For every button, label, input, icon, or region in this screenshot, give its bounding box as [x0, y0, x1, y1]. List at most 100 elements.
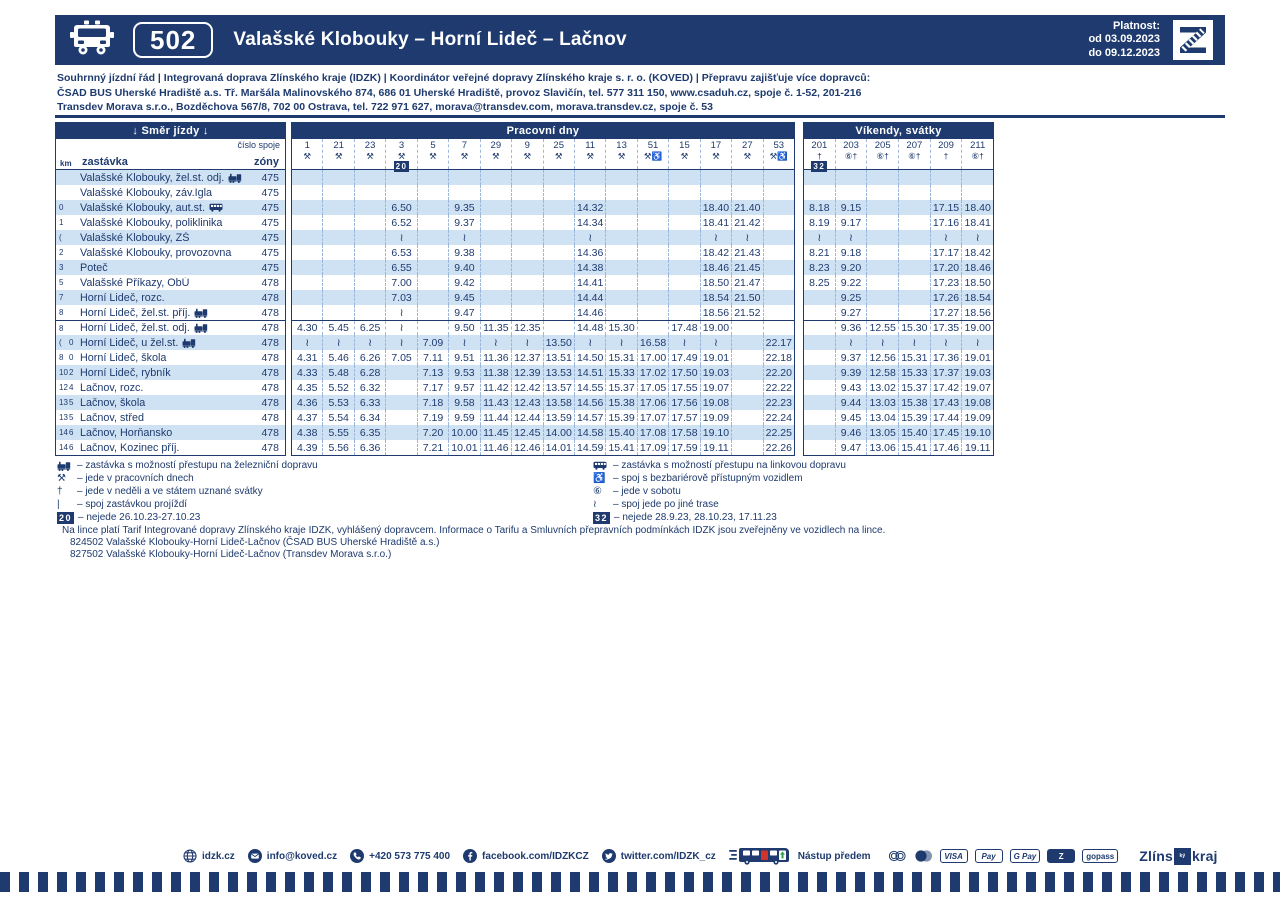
- stop-row: 8 0 Horní Lideč, škola 478: [56, 350, 285, 365]
- trip-symbols: ⚒: [397, 151, 406, 161]
- time-cell: 9.40: [448, 260, 479, 275]
- time-cell: 11.38: [479, 365, 511, 380]
- stop-row: 3 Poteč 475: [56, 260, 285, 275]
- brand-text-post: kraj: [1191, 848, 1218, 864]
- trip-symbols: ⚒: [586, 151, 594, 161]
- time-cell: 22.20: [762, 365, 794, 380]
- time-cell: [762, 200, 794, 215]
- time-cell: 22.22: [762, 380, 794, 395]
- time-cell: ≀: [834, 335, 867, 350]
- time-cell: [542, 230, 574, 245]
- trip-symbols: ⚒: [712, 151, 720, 161]
- workdays-header: Pracovní dny: [292, 123, 794, 139]
- weekend-time-row: 8.25 9.22 17.23 18.50: [804, 275, 993, 290]
- time-cell: 17.02: [636, 365, 668, 380]
- trip-symbols: ⑥†: [908, 151, 921, 161]
- time-cell: 17.23: [929, 275, 962, 290]
- workdays-panel: Pracovní dny 1 ⚒ 21 ⚒ 23 ⚒ 3 ⚒ 20 5 ⚒ 7 ⚒ 29 ⚒ 9 ⚒ 25 ⚒ 11 ⚒…: [291, 122, 795, 456]
- time-cell: 14.51: [573, 365, 605, 380]
- legend-glyph: |: [57, 499, 60, 510]
- time-cell: 4.30: [297, 322, 318, 334]
- time-cell: [511, 170, 542, 185]
- km-value: 13: [59, 398, 68, 407]
- trip-number: 9: [524, 140, 530, 151]
- time-cell: [866, 305, 898, 320]
- train-icon: [182, 338, 196, 348]
- time-cell: [479, 245, 511, 260]
- legend-item: | – spoj zastávkou projíždí: [57, 498, 318, 511]
- trip-number: 203: [843, 140, 859, 151]
- trip-symbols: ⑥†: [971, 151, 984, 161]
- weekend-trip-header: 207 ⑥†: [898, 139, 930, 169]
- time-cell: 21.42: [731, 215, 762, 230]
- time-cell: 14.59: [573, 440, 605, 455]
- workday-trip-header: 5 ⚒: [416, 139, 448, 169]
- zone-value: 478: [261, 366, 279, 379]
- zone-value: 475: [261, 261, 279, 274]
- time-cell: [605, 185, 636, 200]
- time-cell: 13.59: [542, 410, 574, 425]
- time-cell: 9.45: [834, 410, 867, 425]
- stop-name: Valašské Příkazy, ObÚ: [80, 276, 190, 289]
- time-cell: 22.26: [762, 440, 794, 455]
- bus-illustration: [728, 845, 793, 868]
- time-cell: [898, 275, 930, 290]
- footer-contacts: idzk.cz info@koved.cz +420 573 775 400 face…: [183, 849, 716, 863]
- time-cell: ≀: [479, 335, 511, 350]
- stop-row: 13 5 Lačnov, škola 478: [56, 395, 285, 410]
- time-cell: ≀: [961, 335, 993, 350]
- time-cell: 8.18: [809, 201, 830, 214]
- time-cell: [322, 230, 353, 245]
- weekend-time-row: 9.43 13.02 15.37 17.42 19.07: [804, 380, 993, 395]
- workday-time-row: [292, 170, 794, 185]
- time-cell: [699, 170, 731, 185]
- globe-icon: [183, 849, 197, 863]
- time-cell: [292, 305, 322, 320]
- time-cell: 6.50: [385, 200, 416, 215]
- zone-value: 478: [261, 411, 279, 424]
- km-value: 5: [59, 278, 64, 287]
- time-cell: [804, 290, 835, 305]
- time-cell: [898, 185, 930, 200]
- stop-row: Valašské Klobouky, záv.Igla 475: [56, 185, 285, 200]
- time-cell: [898, 245, 930, 260]
- legend-text: – jede v neděli a ve státem uznané svátk…: [77, 486, 263, 497]
- time-cell: 6.34: [353, 410, 385, 425]
- time-cell: [731, 380, 762, 395]
- workday-trip-header: 9 ⚒: [511, 139, 542, 169]
- legend-glyph: †: [57, 486, 63, 497]
- trip-number: 21: [333, 140, 344, 151]
- time-cell: 9.18: [834, 245, 867, 260]
- contact-label: idzk.cz: [202, 850, 235, 862]
- time-cell: 13.58: [542, 395, 574, 410]
- time-cell: 17.44: [929, 410, 962, 425]
- contact-facebook: facebook.com/IDZKCZ: [463, 849, 589, 863]
- time-cell: [668, 200, 699, 215]
- time-cell: [542, 321, 574, 335]
- trip-number: 201: [811, 140, 828, 151]
- time-cell: 12.37: [511, 350, 542, 365]
- time-cell: [511, 305, 542, 320]
- time-cell: 9.27: [834, 305, 867, 320]
- km-value-2: 0: [69, 338, 74, 347]
- zone-value: 478: [261, 426, 279, 439]
- time-cell: [542, 215, 574, 230]
- zone-value: 475: [261, 246, 279, 259]
- time-cell: [542, 170, 574, 185]
- time-cell: [898, 260, 930, 275]
- time-cell: [292, 275, 322, 290]
- brand-square: ký: [1173, 847, 1191, 865]
- time-cell: ≀: [448, 230, 479, 245]
- boarding-label: Nástup předem: [797, 850, 871, 862]
- trip-number-label: číslo spoje: [237, 140, 280, 150]
- weekend-header: Víkendy, svátky: [804, 123, 993, 139]
- stop-name: Valašské Klobouky, záv.Igla: [80, 186, 213, 199]
- time-cell: 12.44: [511, 410, 542, 425]
- time-cell: [292, 200, 322, 215]
- time-cell: [416, 321, 448, 335]
- trip-number: 51: [647, 140, 659, 151]
- contact-label: +420 573 775 400: [369, 850, 451, 862]
- time-cell: [699, 185, 731, 200]
- weekend-time-row: 9.37 12.56 15.31 17.36 19.01: [804, 350, 993, 365]
- time-cell: 14.55: [573, 380, 605, 395]
